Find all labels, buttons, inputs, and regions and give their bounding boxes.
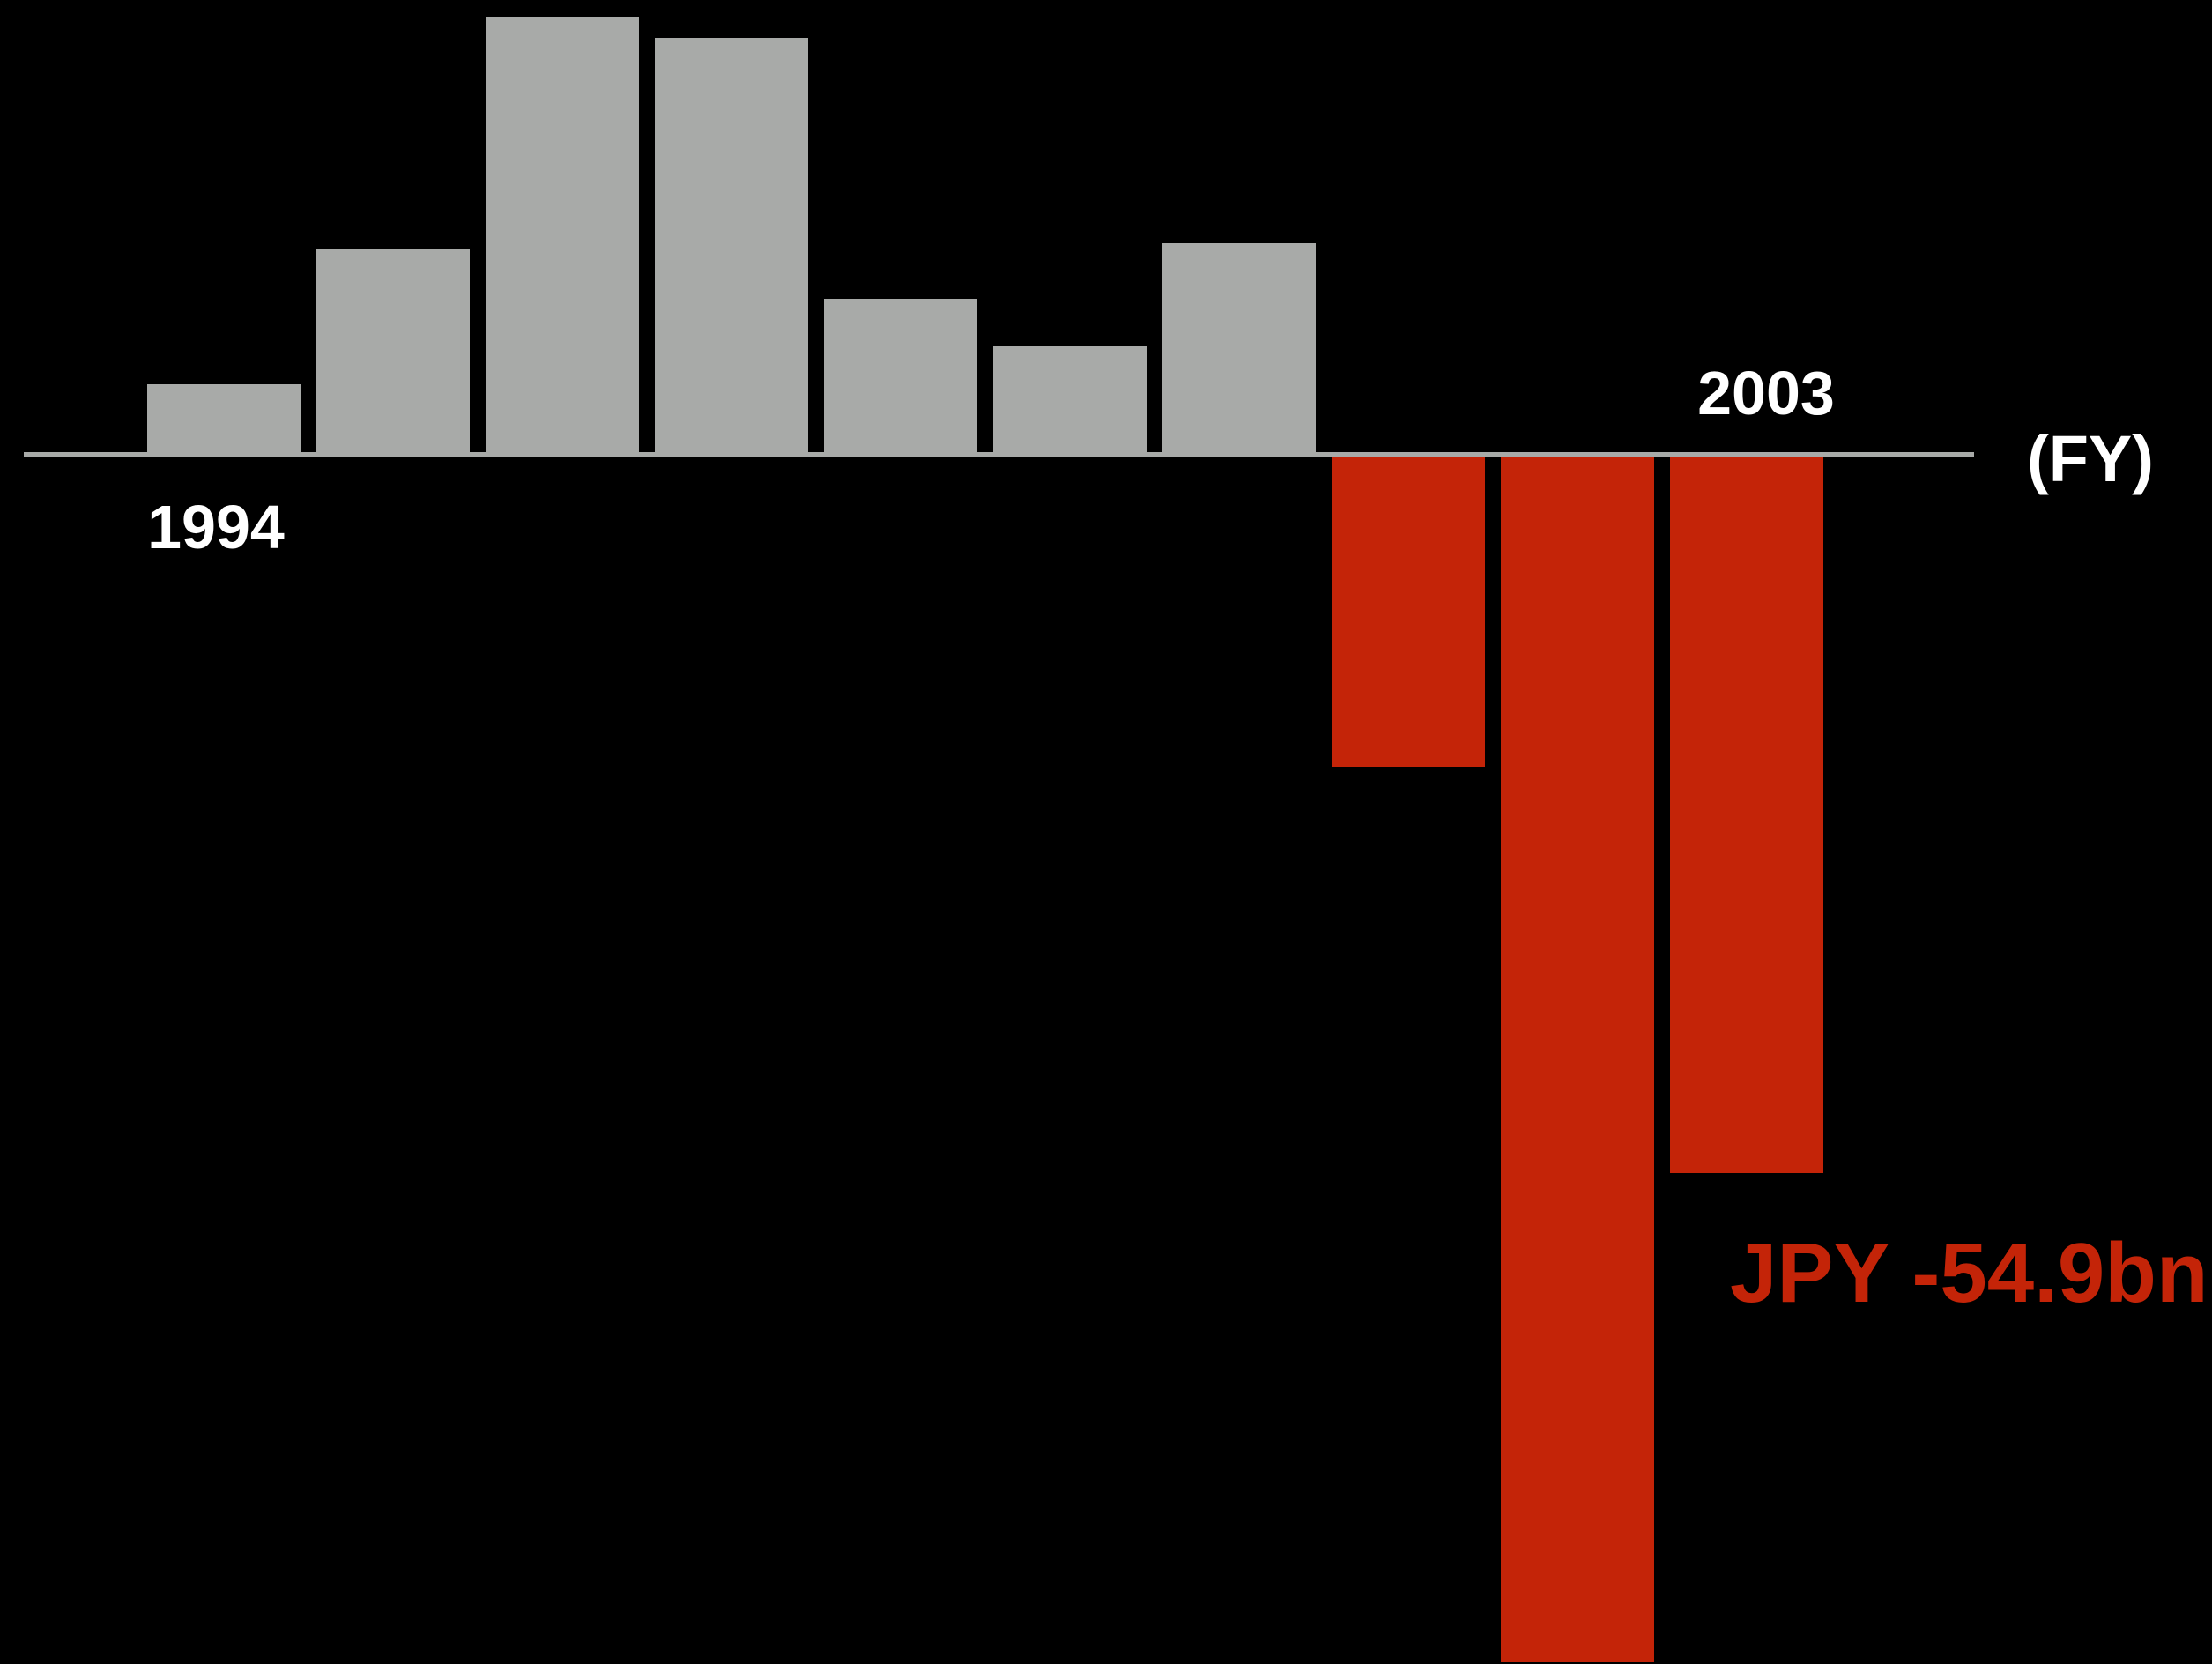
bar-1995 [316,249,470,455]
tick-label-1994: 1994 [147,493,285,561]
bar-1998 [824,299,977,455]
tick-label-2003: 2003 [1697,359,1835,427]
bar-1994 [147,384,301,455]
bar-2002 [1501,455,1654,1662]
bar-2001 [1332,455,1485,767]
bar-2003 [1670,455,1823,1173]
bar-1999 [993,346,1147,455]
data-label-2003: JPY -54.9bn [1730,1226,2208,1320]
axis-unit-label: (FY) [2027,422,2154,495]
bar-2000 [1162,243,1316,455]
bars-group [147,17,1823,1662]
bar-1997 [655,38,808,455]
bar-1996 [486,17,639,455]
